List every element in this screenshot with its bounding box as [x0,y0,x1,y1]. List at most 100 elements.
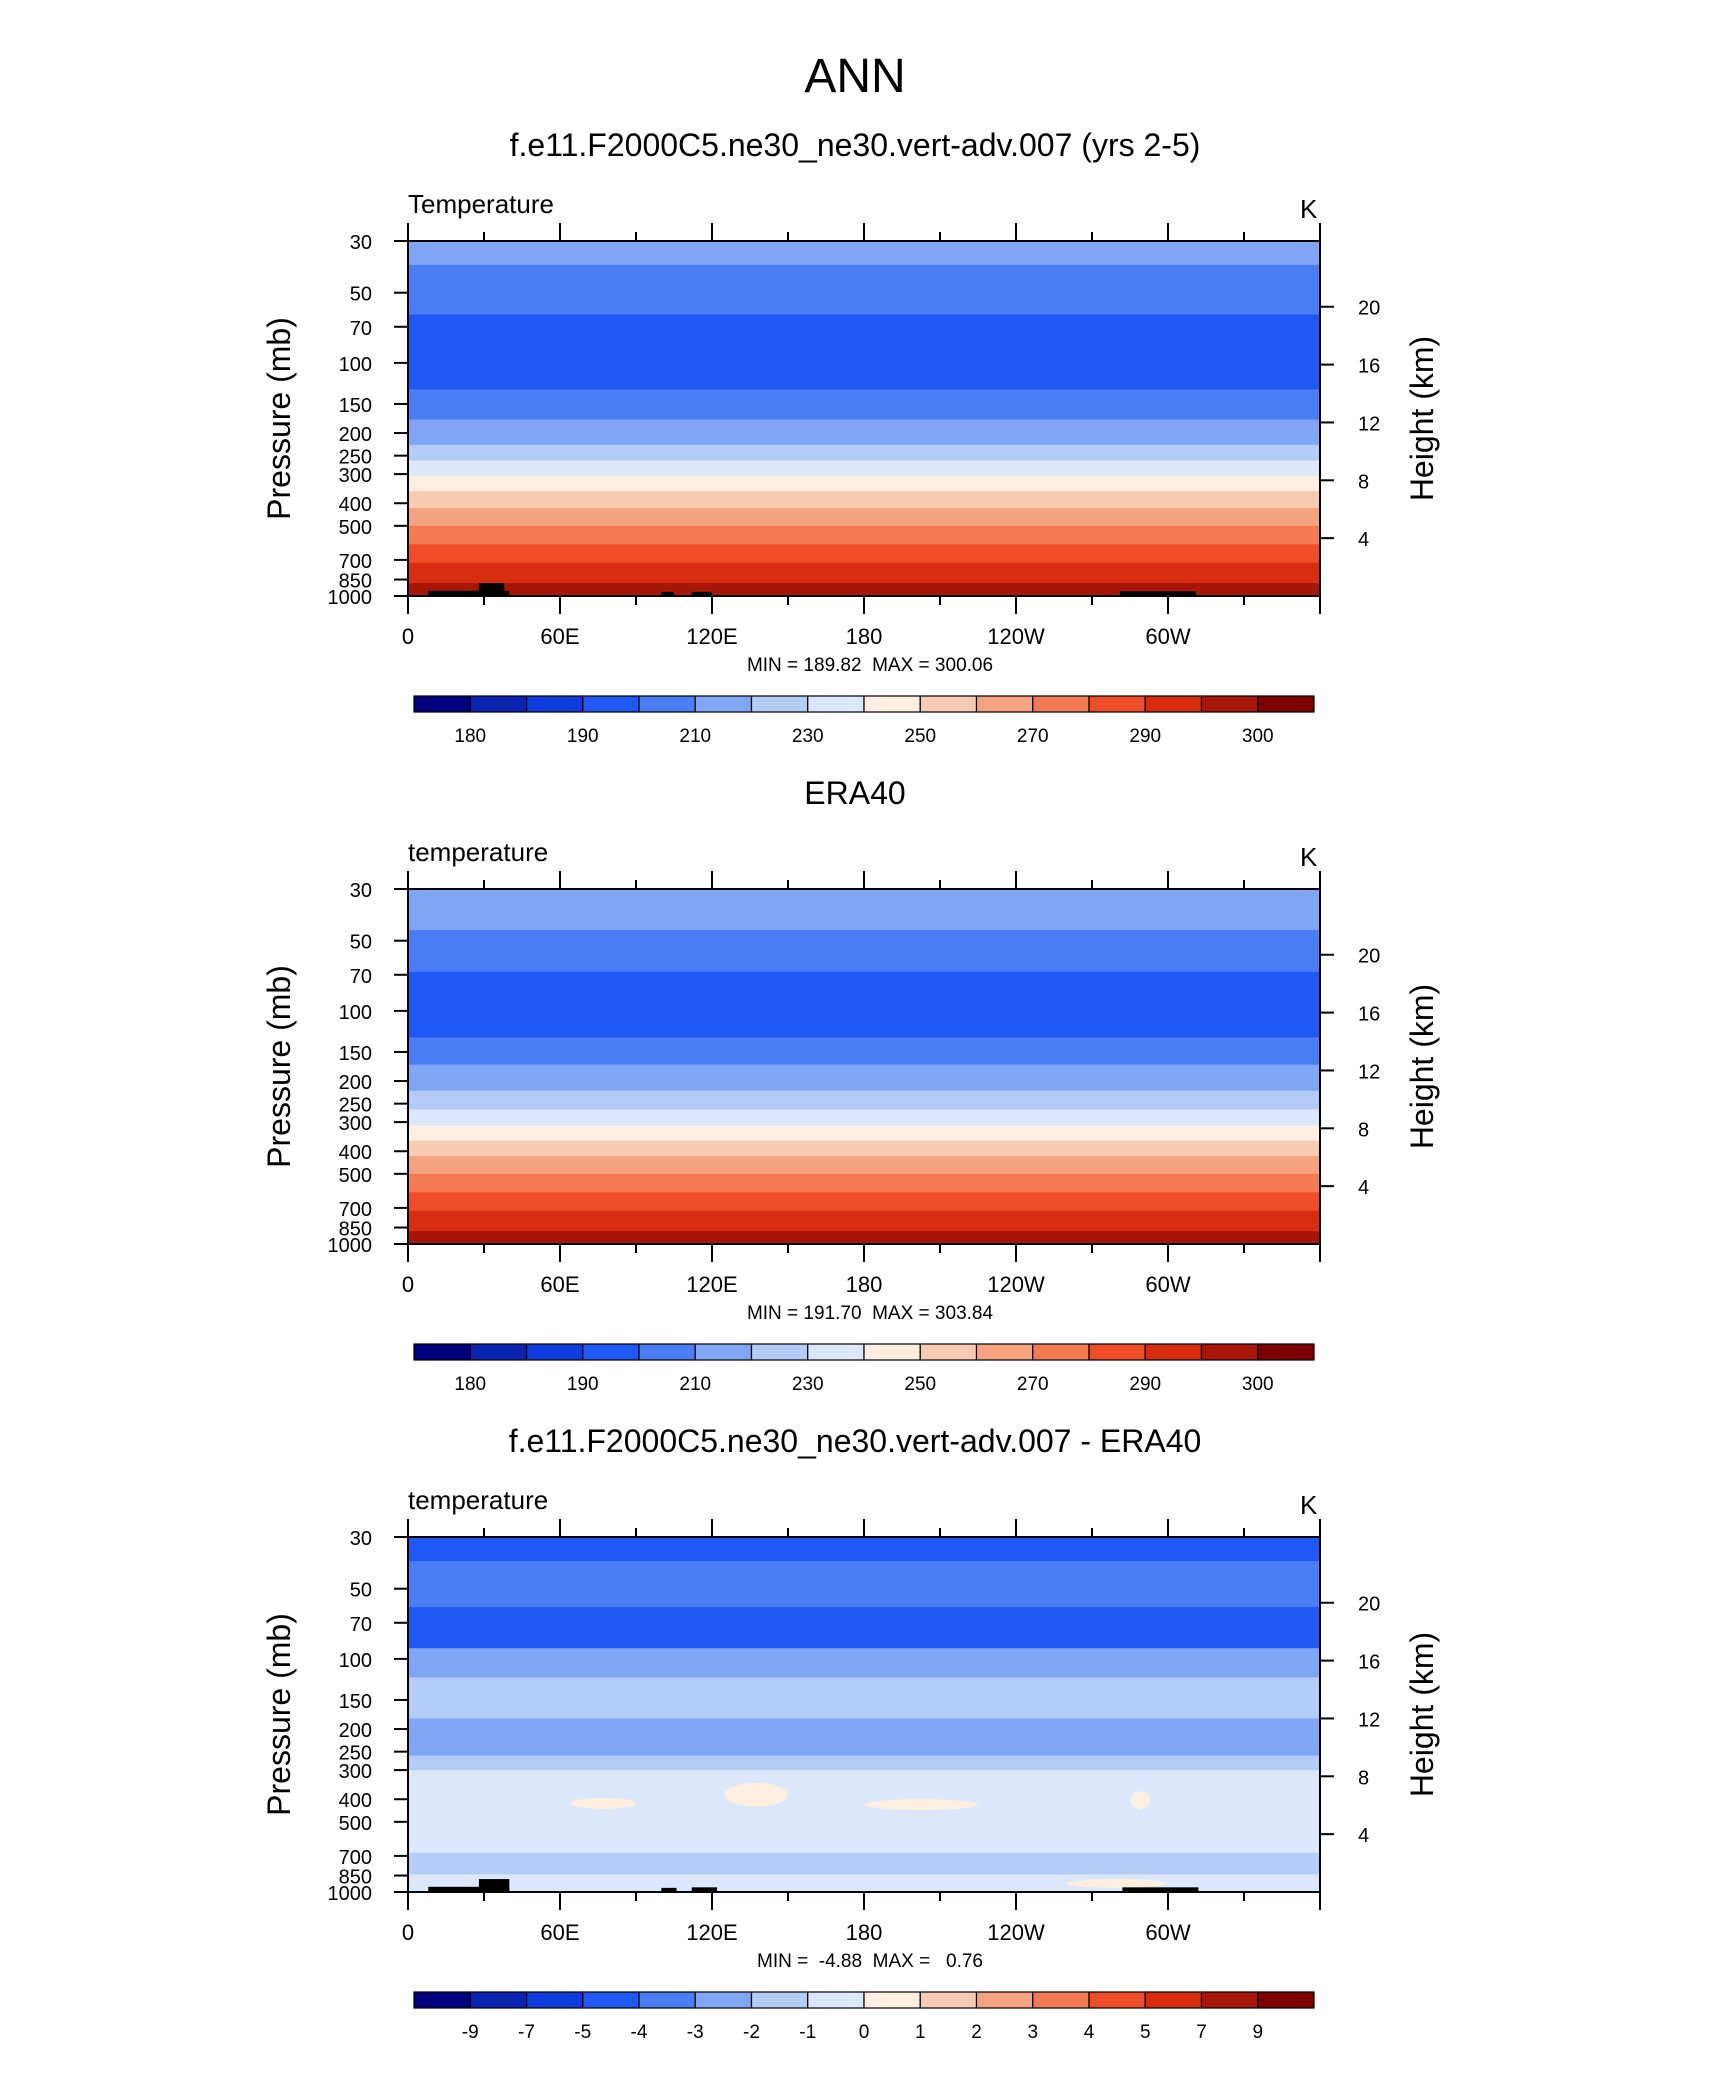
y-tick-label: 30 [350,1528,372,1550]
contour-band [408,1037,1320,1066]
colorbar-box [1088,695,1146,713]
contour-band [408,1755,1320,1771]
contour-band [408,1537,1320,1562]
min-max-stats: MIN = -4.88 MAX = 0.76 [757,1951,983,1972]
contour-band [408,1173,1320,1193]
topography-mask [1119,591,1196,596]
x-tick-label: 180 [846,624,883,649]
topography-mask [478,1879,510,1892]
y-tick-label: 200 [339,424,372,446]
colorbar-label: 290 [1129,726,1161,747]
colorbar-label: 250 [904,726,936,747]
y2-tick-label: 20 [1358,298,1380,320]
colorbar-box [919,695,978,713]
contour-band [408,460,1320,477]
units-label: K [1300,1490,1318,1520]
contour-band [408,1648,1320,1678]
colorbar-box [413,1343,471,1361]
y2-tick-label: 8 [1358,471,1369,493]
colorbar: -9 -7 -5 -4 -3 -2 -1 0 1 2 3 4 5 7 9 [413,1991,1315,2043]
panel-title: f.e11.F2000C5.ne30_ne30.vert-adv.007 (yr… [510,127,1201,163]
contour-band [408,1852,1320,1875]
x-tick-label: 60E [540,1920,579,1945]
colorbar-box [975,1991,1034,2009]
min-max-stats: MIN = 191.70 MAX = 303.84 [747,1303,994,1324]
colorbar-label: 290 [1129,1374,1161,1395]
topography-mask [661,1887,677,1892]
colorbar-box [582,1343,640,1361]
panel-title: f.e11.F2000C5.ne30_ne30.vert-adv.007 - E… [509,1423,1202,1459]
y-tick-label: 100 [339,1002,372,1024]
colorbar-box [582,1991,640,2009]
colorbar-box [1144,695,1203,713]
x-tick-label: 120E [686,624,737,649]
colorbar-label: 270 [1017,726,1049,747]
colorbar-box [975,695,1034,713]
y-tick-label: 70 [350,1614,372,1636]
colorbar-box [750,1991,809,2009]
y-tick-label: 850 [339,1219,372,1241]
x-tick-label: 60W [1145,1920,1190,1945]
colorbar-box [1088,1343,1146,1361]
y-tick-label: 850 [339,571,372,593]
y-tick-label: 70 [350,318,372,340]
colorbar-label: 5 [1140,2022,1151,2043]
contour-band [408,491,1320,509]
y-tick-label: 500 [339,1813,372,1835]
colorbar-label: 180 [454,726,486,747]
colorbar-label: 230 [792,1374,824,1395]
contour-band [408,314,1320,390]
colorbar-box [1144,1343,1203,1361]
contour-band [408,1064,1320,1092]
colorbar-box [1032,1991,1090,2009]
min-max-stats: MIN = 189.82 MAX = 300.06 [747,655,993,676]
topography-mask [478,583,505,596]
panel-2: ERA40 temperature K 0 60E 120E 180 120W 60W 30 50 7… [261,775,1440,1395]
x-tick-label: 180 [846,1272,883,1297]
colorbar-box [750,1343,809,1361]
contour-band [408,1231,1320,1244]
x-tick-label: 60E [540,624,579,649]
y-tick-label: 200 [339,1720,372,1742]
contour-field [408,1537,1320,1892]
colorbar-box [1200,1343,1259,1361]
units-label: K [1300,842,1318,872]
colorbar-label: 0 [859,2022,870,2043]
colorbar-label: 1 [915,2022,926,2043]
colorbar-box [413,1991,471,2009]
contour-band [408,1677,1320,1719]
colorbar-label: 300 [1242,726,1274,747]
colorbar-label: 7 [1196,2022,1207,2043]
contour-patch [570,1797,636,1809]
colorbar-box [525,1343,584,1361]
colorbar: 180 190 210 230 250 270 290 300 [413,1343,1315,1395]
y-axis-label: Pressure (mb) [261,1613,297,1816]
contour-patch [864,1799,978,1811]
y-tick-label: 1000 [328,587,373,609]
contour-patch [1066,1879,1169,1888]
y2-tick-label: 20 [1358,1594,1380,1616]
contour-band [408,1607,1320,1649]
y-tick-label: 250 [339,1743,372,1765]
colorbar-label: 2 [971,2022,982,2043]
colorbar-label: 180 [454,1374,486,1395]
colorbar-box [807,1991,865,2009]
y-tick-label: 50 [350,932,372,954]
y-tick-label: 1000 [328,1883,373,1905]
y-tick-label: 300 [339,1761,372,1783]
topography-mask [661,591,674,596]
y-axis-label: Pressure (mb) [261,965,297,1168]
y2-tick-label: 8 [1358,1767,1369,1789]
colorbar-box [469,1991,528,2009]
y2-tick-label: 20 [1358,946,1380,968]
panel-title: ERA40 [804,775,905,811]
y-axis-label: Pressure (mb) [261,317,297,520]
y-tick-label: 150 [339,395,372,417]
contour-band [408,389,1320,421]
colorbar-label: -2 [743,2022,760,2043]
colorbar-label: -9 [462,2022,479,2043]
contour-band [408,1140,1320,1157]
colorbar-box [919,1343,978,1361]
contour-band [408,562,1320,584]
